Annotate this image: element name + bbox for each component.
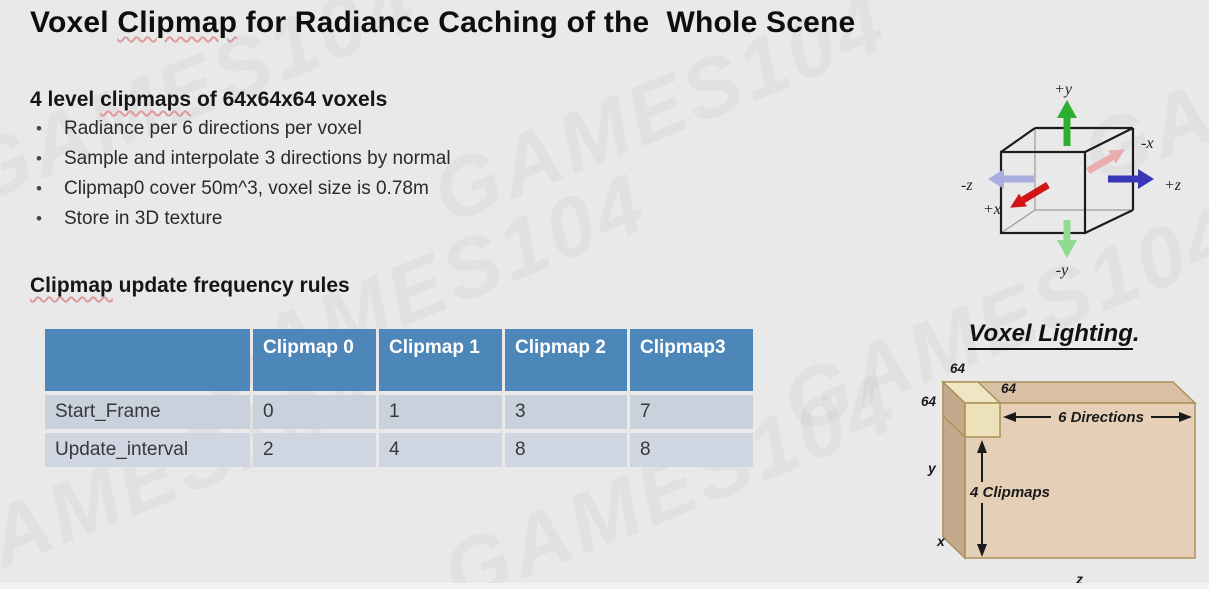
table-header-cell: Clipmap3 xyxy=(630,329,753,391)
clipmap-bullet-list: Radiance per 6 directions per voxel Samp… xyxy=(34,114,451,234)
page-title: Voxel Clipmap for Radiance Caching of th… xyxy=(30,6,855,40)
clipmaps-arrowhead-top xyxy=(977,440,987,453)
clipmaps-arrowhead-bottom xyxy=(977,544,987,557)
clipmaps-heading: 4 level clipmaps of 64x64x64 voxels xyxy=(30,88,387,112)
plus-z-arrowhead xyxy=(1138,169,1154,189)
title-pre: Voxel xyxy=(30,6,118,39)
bullet-item: Clipmap0 cover 50m^3, voxel size is 0.78… xyxy=(34,174,451,204)
plus-z-label: +z xyxy=(1164,177,1182,194)
clipmaps-label: 4 Clipmaps xyxy=(969,484,1050,501)
minus-x-label: -x xyxy=(1141,135,1153,152)
voxel-cube-side-edge xyxy=(942,415,966,438)
voxel-cube-front xyxy=(964,402,1001,438)
table-header-cell: Clipmap 2 xyxy=(505,329,627,391)
dim-64-inner: 64 xyxy=(1001,381,1017,396)
rules-post: update frequency rules xyxy=(112,274,350,297)
table-cell: 0 xyxy=(253,395,376,429)
table-cell: 2 xyxy=(253,433,376,467)
directions-label: 6 Directions xyxy=(1058,409,1144,426)
dim-64-left: 64 xyxy=(921,394,937,409)
bullet-item: Radiance per 6 directions per voxel xyxy=(34,114,451,144)
plus-y-arrowhead xyxy=(1057,100,1077,118)
table-header-cell: Clipmap 0 xyxy=(253,329,376,391)
bullet-item: Store in 3D texture xyxy=(34,204,451,234)
bullet-item: Sample and interpolate 3 directions by n… xyxy=(34,144,451,174)
update-frequency-table: Clipmap 0 Clipmap 1 Clipmap 2 Clipmap3 S… xyxy=(45,329,753,467)
table-cell: 1 xyxy=(379,395,502,429)
voxel-lighting-title: Voxel Lighting. xyxy=(918,320,1190,350)
table-header-cell xyxy=(45,329,250,391)
table-cell: 8 xyxy=(630,433,753,467)
title-post: for Radiance Caching of the Whole Scene xyxy=(237,6,856,39)
update-rules-heading: Clipmap update frequency rules xyxy=(30,274,350,298)
dim-64-top: 64 xyxy=(950,361,966,376)
rules-wavy-word: Clipmap xyxy=(30,274,113,297)
minus-y-arrowhead xyxy=(1057,240,1077,258)
table-row-label: Start_Frame xyxy=(45,395,250,429)
heading-post: of 64x64x64 voxels xyxy=(191,88,388,111)
axis-z-label: z xyxy=(1075,571,1083,587)
directions-arrowhead-right xyxy=(1179,412,1192,422)
table-row-label: Update_interval xyxy=(45,433,250,467)
voxel-lighting-figure: 6 Directions 4 Clipmaps 64 64 64 y x z xyxy=(921,361,1197,587)
table-cell: 3 xyxy=(505,395,627,429)
heading-pre: 4 level xyxy=(30,88,101,111)
box-left-face xyxy=(942,380,966,560)
axis-cube-figure: +y -x -z +z +x -y xyxy=(961,81,1182,279)
voxel-lighting-title-text: Voxel Lighting xyxy=(968,320,1133,350)
minus-z-label: -z xyxy=(961,177,973,194)
axis-y-label: y xyxy=(927,460,937,476)
table-header-cell: Clipmap 1 xyxy=(379,329,502,391)
table-cell: 4 xyxy=(379,433,502,467)
minus-z-arrowhead xyxy=(988,169,1004,189)
bottom-edge xyxy=(0,583,1209,589)
minus-x-arrow xyxy=(1086,153,1114,175)
voxel-lighting-title-period: . xyxy=(1132,320,1140,347)
directions-arrowhead-left xyxy=(1003,412,1016,422)
minus-x-arrowhead xyxy=(1108,149,1125,164)
plus-x-label: +x xyxy=(983,201,1001,218)
heading-wavy-word: clipmaps xyxy=(100,88,192,111)
table-cell: 7 xyxy=(630,395,753,429)
axis-x-label: x xyxy=(936,533,946,549)
cube-visible-edges xyxy=(999,126,1135,235)
plus-x-arrow xyxy=(1021,181,1050,204)
plus-y-label: +y xyxy=(1054,81,1073,98)
minus-y-label: -y xyxy=(1056,262,1069,279)
table-cell: 8 xyxy=(505,433,627,467)
box-front-face xyxy=(964,402,1196,559)
plus-x-arrowhead xyxy=(1010,193,1027,208)
title-wavy-word: Clipmap xyxy=(117,6,238,39)
